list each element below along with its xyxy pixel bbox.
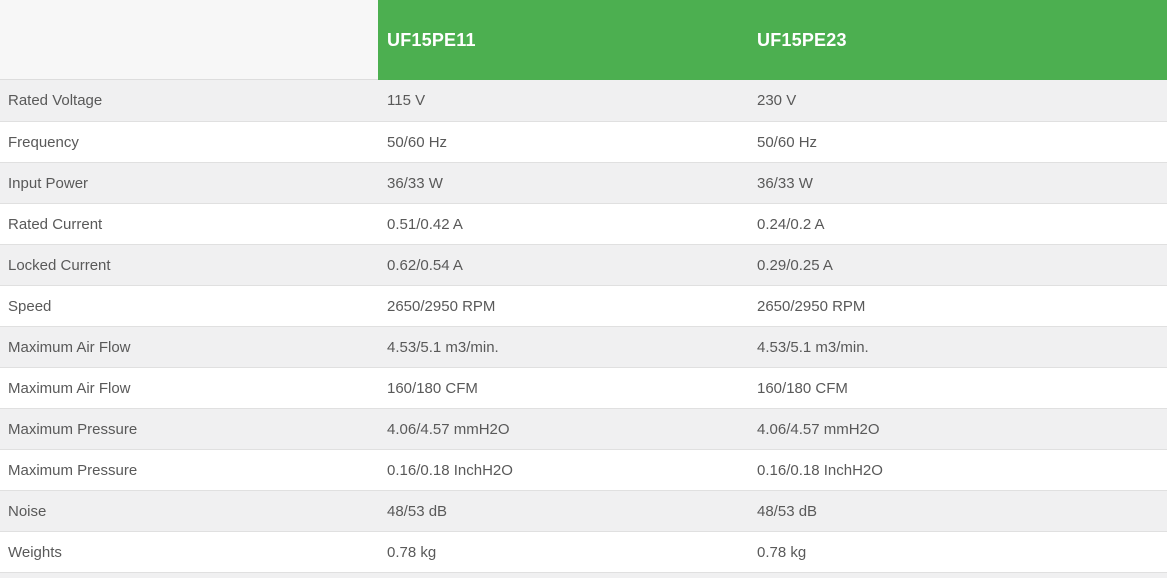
table-row: Maximum Pressure 4.06/4.57 mmH2O 4.06/4.… — [0, 408, 1167, 449]
partial-next-row — [0, 572, 1167, 578]
column-header-uf15pe11: UF15PE11 — [378, 0, 748, 80]
row-label: Speed — [8, 297, 52, 315]
row-value-uf15pe11: 4.06/4.57 mmH2O — [387, 420, 510, 438]
row-value-uf15pe11: 0.78 kg — [387, 543, 437, 561]
row-value-uf15pe23: 0.29/0.25 A — [757, 256, 833, 274]
row-value-uf15pe23: 2650/2950 RPM — [757, 297, 866, 315]
spec-table-header: UF15PE11 UF15PE23 — [0, 0, 1167, 80]
row-label: Noise — [8, 502, 47, 520]
row-label: Frequency — [8, 133, 79, 151]
row-label: Weights — [8, 543, 62, 561]
row-label: Rated Current — [8, 215, 103, 233]
spec-rows: Rated Voltage 115 V 230 V Frequency 50/6… — [0, 80, 1167, 572]
row-label: Maximum Pressure — [8, 461, 138, 479]
row-label: Input Power — [8, 174, 89, 192]
table-row: Rated Voltage 115 V 230 V — [0, 80, 1167, 121]
row-value-uf15pe23: 0.16/0.18 InchH2O — [757, 461, 883, 479]
row-label: Maximum Air Flow — [8, 338, 131, 356]
row-label: Locked Current — [8, 256, 111, 274]
table-row: Maximum Pressure 0.16/0.18 InchH2O 0.16/… — [0, 449, 1167, 490]
row-value-uf15pe11: 115 V — [387, 92, 426, 109]
row-value-uf15pe11: 0.51/0.42 A — [387, 215, 463, 233]
table-row: Maximum Air Flow 4.53/5.1 m3/min. 4.53/5… — [0, 326, 1167, 367]
table-row: Noise 48/53 dB 48/53 dB — [0, 490, 1167, 531]
row-value-uf15pe23: 4.53/5.1 m3/min. — [757, 338, 869, 356]
table-row: Speed 2650/2950 RPM 2650/2950 RPM — [0, 285, 1167, 326]
row-value-uf15pe23: 230 V — [757, 92, 797, 109]
row-value-uf15pe23: 4.06/4.57 mmH2O — [757, 420, 880, 438]
row-value-uf15pe23: 36/33 W — [757, 174, 813, 192]
row-value-uf15pe23: 160/180 CFM — [757, 379, 848, 397]
row-label: Maximum Air Flow — [8, 379, 131, 397]
row-value-uf15pe23: 0.24/0.2 A — [757, 215, 825, 233]
table-row: Input Power 36/33 W 36/33 W — [0, 162, 1167, 203]
row-value-uf15pe11: 4.53/5.1 m3/min. — [387, 338, 499, 356]
row-value-uf15pe11: 48/53 dB — [387, 502, 448, 520]
table-row: Maximum Air Flow 160/180 CFM 160/180 CFM — [0, 367, 1167, 408]
row-value-uf15pe11: 0.16/0.18 InchH2O — [387, 461, 513, 479]
row-label: Rated Voltage — [8, 92, 103, 109]
row-value-uf15pe11: 36/33 W — [387, 174, 443, 192]
row-value-uf15pe11: 2650/2950 RPM — [387, 297, 496, 315]
row-value-uf15pe23: 48/53 dB — [757, 502, 818, 520]
row-value-uf15pe11: 0.62/0.54 A — [387, 256, 463, 274]
table-row: Frequency 50/60 Hz 50/60 Hz — [0, 121, 1167, 162]
row-value-uf15pe11: 160/180 CFM — [387, 379, 478, 397]
table-row: Weights 0.78 kg 0.78 kg — [0, 531, 1167, 572]
table-row: Rated Current 0.51/0.42 A 0.24/0.2 A — [0, 203, 1167, 244]
column-header-uf15pe23: UF15PE23 — [748, 0, 1167, 80]
row-value-uf15pe23: 50/60 Hz — [757, 133, 818, 151]
row-value-uf15pe11: 50/60 Hz — [387, 133, 448, 151]
row-value-uf15pe23: 0.78 kg — [757, 543, 807, 561]
table-row: Locked Current 0.62/0.54 A 0.29/0.25 A — [0, 244, 1167, 285]
row-label: Maximum Pressure — [8, 420, 138, 438]
header-corner-cell — [0, 0, 378, 80]
